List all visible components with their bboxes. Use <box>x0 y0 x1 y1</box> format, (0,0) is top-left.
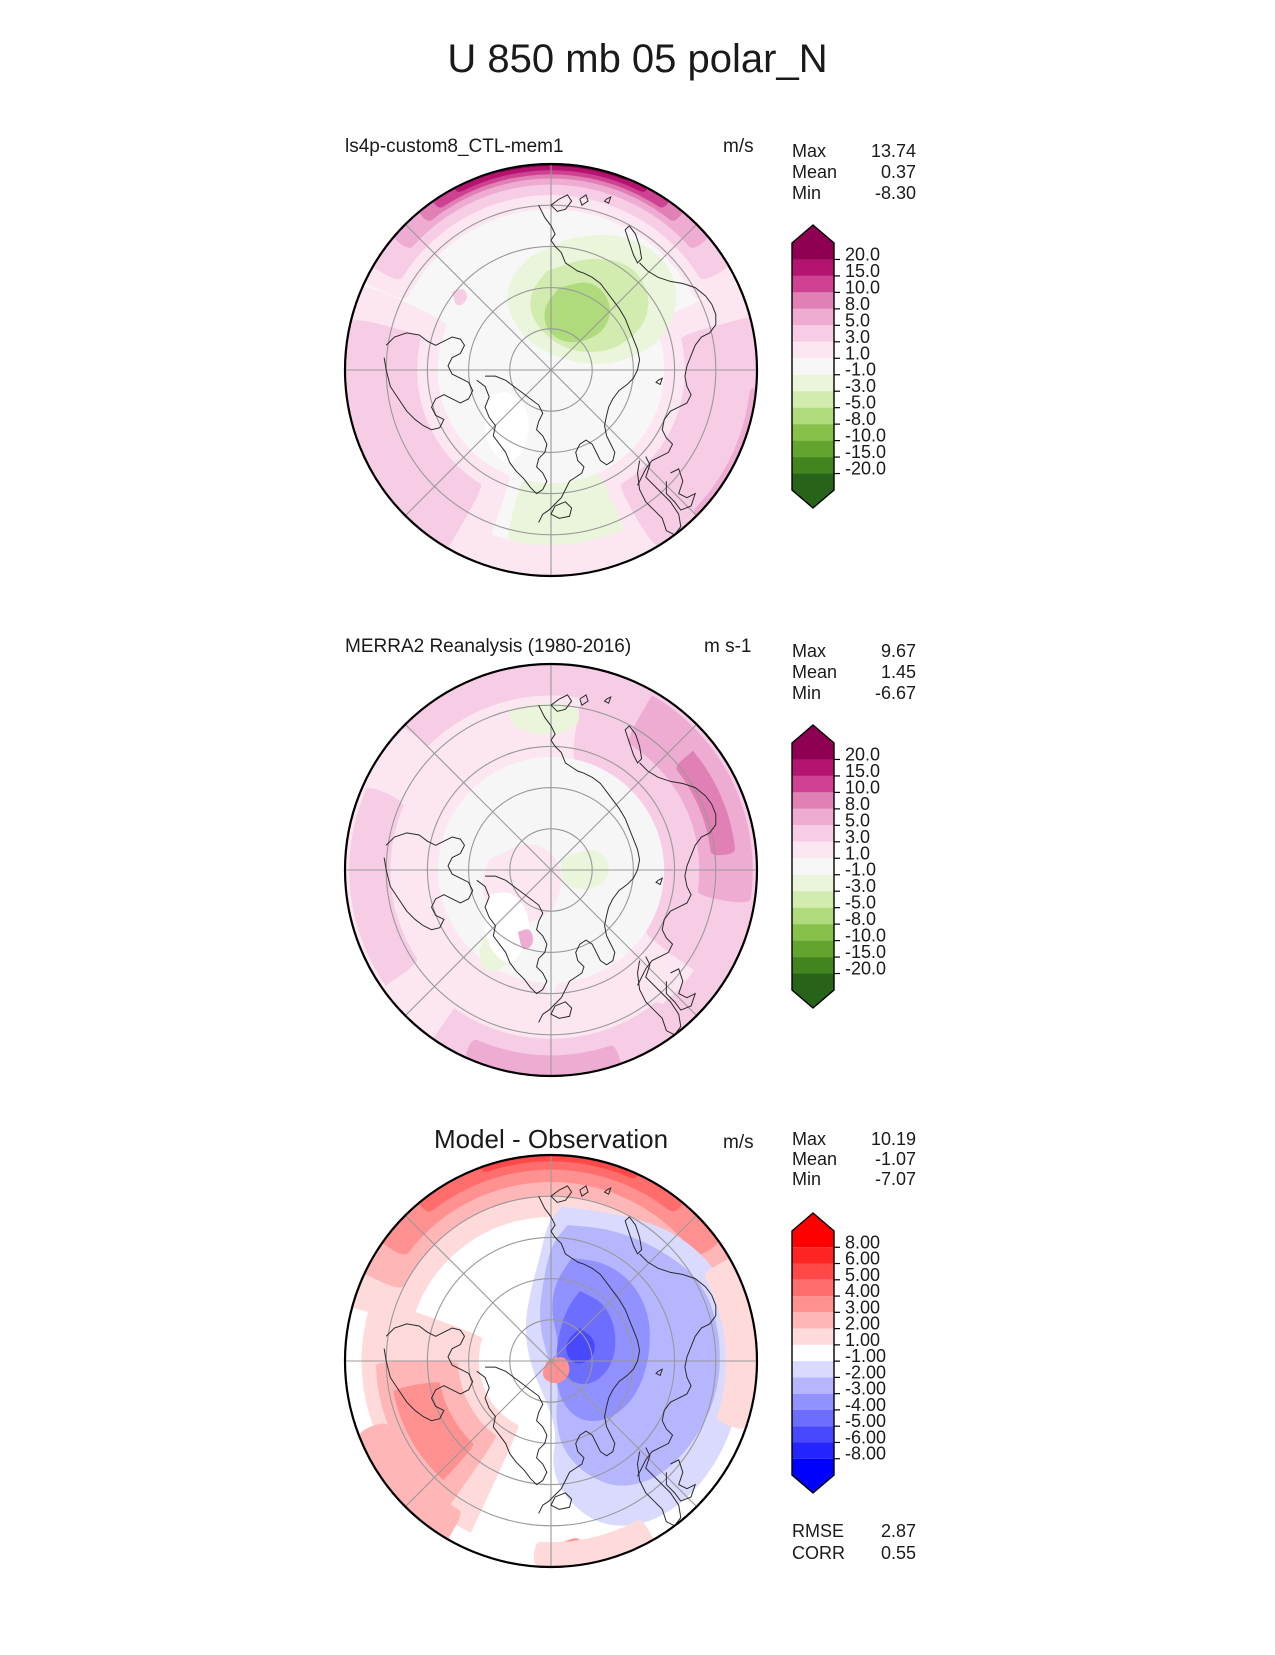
svg-text:MERRA2 Reanalysis (1980-2016): MERRA2 Reanalysis (1980-2016) <box>345 636 631 657</box>
svg-text:-1.07: -1.07 <box>875 1149 916 1169</box>
svg-text:13.74: 13.74 <box>871 141 916 161</box>
svg-text:Max: Max <box>792 641 826 661</box>
svg-text:Mean: Mean <box>792 1149 837 1169</box>
svg-text:Mean: Mean <box>792 662 837 682</box>
svg-text:Min: Min <box>792 1169 821 1189</box>
svg-text:m/s: m/s <box>723 1132 754 1153</box>
svg-text:Min: Min <box>792 683 821 703</box>
svg-text:Min: Min <box>792 183 821 203</box>
svg-text:ls4p-custom8_CTL-mem1: ls4p-custom8_CTL-mem1 <box>345 136 564 157</box>
svg-text:-8.30: -8.30 <box>875 183 916 203</box>
svg-text:-7.07: -7.07 <box>875 1169 916 1189</box>
svg-text:-6.67: -6.67 <box>875 683 916 703</box>
svg-text:m/s: m/s <box>723 136 754 157</box>
svg-text:Max: Max <box>792 141 826 161</box>
svg-text:10.19: 10.19 <box>871 1129 916 1149</box>
svg-text:Max: Max <box>792 1129 826 1149</box>
svg-text:Mean: Mean <box>792 162 837 182</box>
svg-text:-20.0: -20.0 <box>845 959 886 979</box>
svg-text:U 850 mb 05 polar_N: U 850 mb 05 polar_N <box>447 37 827 81</box>
svg-text:Model - Observation: Model - Observation <box>434 1124 668 1154</box>
svg-text:-8.00: -8.00 <box>845 1444 886 1464</box>
svg-text:m s-1: m s-1 <box>704 636 752 657</box>
svg-text:1.45: 1.45 <box>881 662 916 682</box>
svg-text:0.55: 0.55 <box>881 1543 916 1563</box>
svg-text:9.67: 9.67 <box>881 641 916 661</box>
svg-text:0.37: 0.37 <box>881 162 916 182</box>
svg-text:2.87: 2.87 <box>881 1521 916 1541</box>
svg-text:-20.0: -20.0 <box>845 459 886 479</box>
svg-text:RMSE: RMSE <box>792 1521 844 1541</box>
svg-text:CORR: CORR <box>792 1543 845 1563</box>
